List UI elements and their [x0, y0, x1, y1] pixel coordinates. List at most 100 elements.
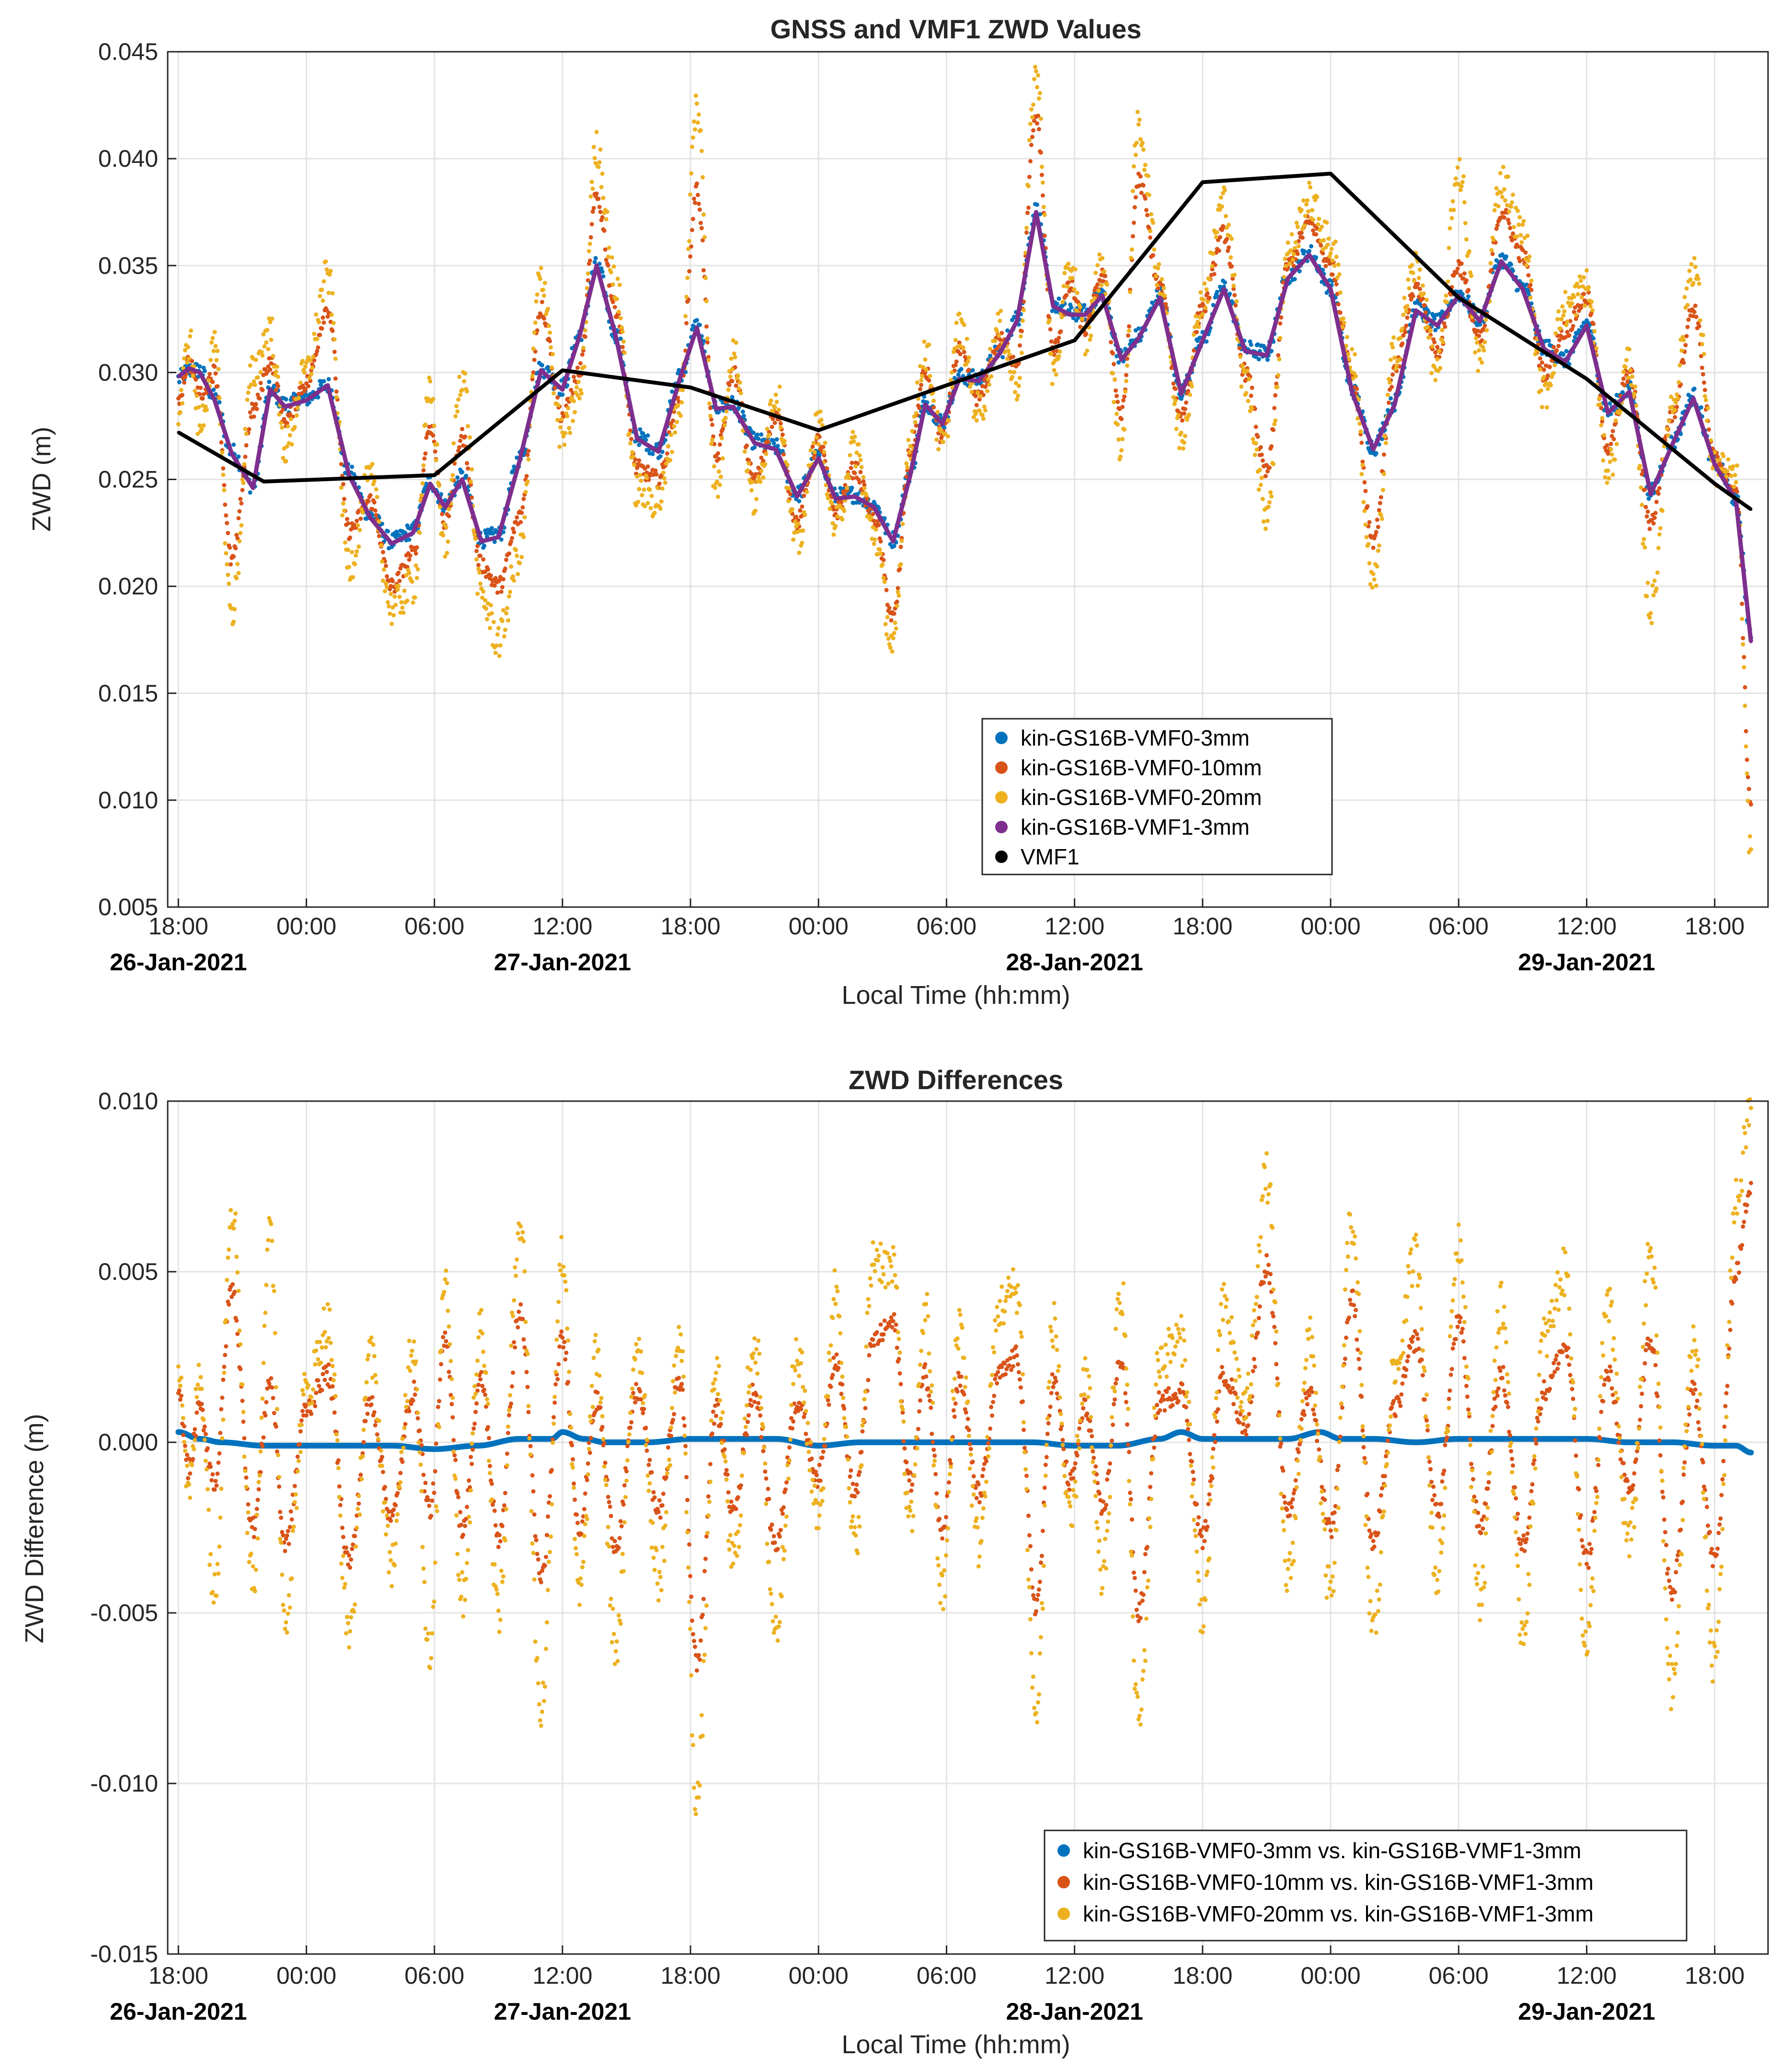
data-point	[194, 377, 198, 382]
data-point	[1627, 347, 1631, 352]
data-point	[1028, 159, 1033, 163]
data-point	[1511, 192, 1516, 197]
data-point	[1119, 448, 1124, 453]
data-point	[340, 513, 345, 518]
data-point	[699, 226, 704, 230]
data-point	[746, 468, 750, 473]
data-point	[1362, 508, 1367, 513]
data-point	[1457, 157, 1462, 161]
data-point	[1404, 309, 1409, 314]
data-point	[1040, 180, 1045, 185]
data-point	[466, 424, 471, 428]
data-point	[202, 368, 207, 373]
data-point	[816, 442, 821, 447]
data-point	[1181, 446, 1185, 451]
data-point	[1546, 373, 1550, 378]
data-point	[1332, 264, 1337, 268]
data-point	[1556, 309, 1561, 314]
data-point	[1653, 511, 1658, 516]
data-point	[1684, 334, 1689, 338]
data-point	[1551, 345, 1556, 349]
data-point	[1553, 331, 1558, 336]
data-point	[594, 191, 599, 196]
data-point	[1741, 642, 1746, 647]
data-point	[257, 396, 262, 401]
data-point	[339, 462, 344, 467]
data-point	[710, 423, 714, 427]
data-point	[226, 530, 230, 535]
data-point	[1574, 312, 1578, 317]
data-point	[619, 325, 624, 330]
data-point	[1247, 377, 1252, 381]
data-point	[508, 589, 513, 594]
data-point	[1561, 352, 1566, 357]
data-point	[414, 575, 419, 580]
data-point	[386, 600, 390, 605]
data-point	[827, 506, 832, 511]
data-point	[1645, 509, 1650, 514]
data-point	[1697, 281, 1701, 286]
data-point	[321, 298, 325, 303]
data-point	[1466, 288, 1470, 292]
data-point	[315, 337, 320, 342]
data-point	[1590, 308, 1595, 313]
data-point	[750, 480, 755, 484]
data-point	[253, 357, 258, 362]
data-point	[1523, 250, 1528, 255]
data-point	[1246, 399, 1251, 403]
data-point	[1006, 348, 1011, 353]
data-point	[734, 340, 738, 345]
data-point	[1114, 388, 1118, 393]
data-point	[620, 329, 625, 334]
data-point	[1148, 229, 1153, 233]
data-point	[306, 384, 310, 389]
data-point	[1145, 213, 1149, 218]
data-point	[1705, 418, 1709, 423]
data-point	[1655, 570, 1660, 575]
data-point	[842, 508, 847, 513]
data-point	[321, 315, 325, 320]
data-point	[266, 347, 271, 351]
data-point	[1742, 655, 1746, 659]
data-point	[481, 557, 486, 562]
data-point	[465, 461, 470, 466]
data-point	[754, 497, 759, 501]
data-point	[396, 584, 401, 588]
data-point	[1118, 454, 1123, 459]
data-point	[326, 377, 331, 381]
data-point	[688, 192, 693, 197]
data-point	[343, 540, 347, 545]
data-point	[864, 493, 869, 497]
data-point	[1306, 209, 1310, 214]
data-point	[1581, 275, 1586, 280]
data-point	[702, 235, 707, 240]
data-point	[1353, 352, 1357, 356]
data-point	[801, 528, 805, 533]
data-point	[445, 551, 449, 555]
data-point	[1492, 208, 1497, 213]
data-point	[1293, 240, 1298, 245]
data-point	[1538, 367, 1542, 372]
data-point	[1263, 526, 1268, 531]
data-point	[1238, 355, 1243, 359]
data-point	[435, 442, 439, 447]
data-point	[1218, 235, 1222, 240]
data-point	[1521, 288, 1524, 291]
data-point	[1400, 326, 1405, 331]
data-point	[1047, 318, 1052, 323]
data-point	[1608, 460, 1612, 464]
data-point	[1205, 299, 1210, 304]
data-point	[538, 276, 542, 281]
data-point	[1277, 357, 1282, 362]
data-point	[1287, 277, 1289, 280]
data-point	[316, 345, 321, 350]
data-point	[1314, 255, 1319, 260]
data-point	[235, 562, 240, 566]
data-point	[331, 321, 336, 325]
data-point	[207, 372, 212, 376]
data-point	[193, 389, 197, 393]
data-point	[226, 573, 230, 577]
data-point	[561, 388, 564, 391]
data-point	[1592, 329, 1597, 334]
data-point	[421, 463, 426, 468]
